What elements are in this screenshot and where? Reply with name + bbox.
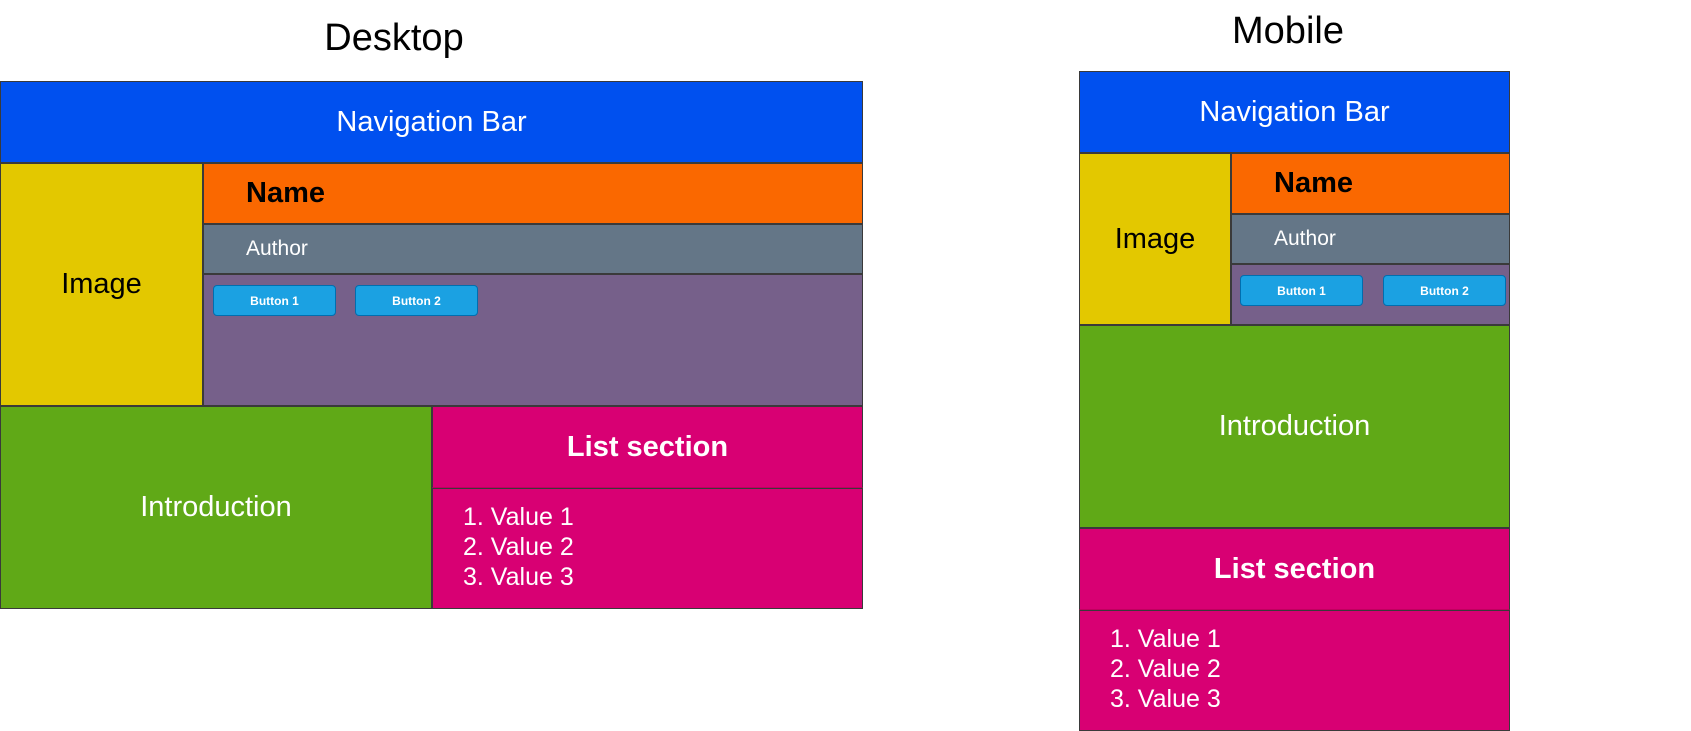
desktop-list-body — [432, 488, 863, 609]
mobile-image-block: Image — [1079, 153, 1231, 325]
desktop-introduction-block: Introduction — [0, 406, 432, 609]
desktop-value-list: 1. Value 1 2. Value 2 3. Value 3 — [463, 502, 574, 592]
mobile-author-bar: Author — [1231, 214, 1510, 264]
desktop-list-item: 1. Value 1 — [463, 503, 574, 531]
mobile-name-label: Name — [1274, 167, 1353, 199]
mobile-list-body — [1079, 610, 1510, 731]
mobile-author-label: Author — [1274, 227, 1336, 250]
desktop-name-bar: Name — [203, 163, 863, 224]
mobile-name-bar: Name — [1231, 153, 1510, 214]
desktop-name-label: Name — [246, 177, 325, 209]
mobile-introduction-block: Introduction — [1079, 325, 1510, 528]
mobile-list-item: 2. Value 2 — [1110, 655, 1221, 683]
mobile-button-2[interactable]: Button 2 — [1383, 275, 1506, 306]
desktop-list-item: 3. Value 3 — [463, 563, 574, 591]
mobile-nav-bar: Navigation Bar — [1079, 71, 1510, 153]
desktop-author-label: Author — [246, 237, 308, 260]
desktop-list-item: 2. Value 2 — [463, 533, 574, 561]
mobile-value-list: 1. Value 1 2. Value 2 3. Value 3 — [1110, 624, 1221, 714]
mobile-heading: Mobile — [1232, 10, 1344, 52]
mobile-button-1[interactable]: Button 1 — [1240, 275, 1363, 306]
desktop-author-bar: Author — [203, 224, 863, 274]
desktop-image-block: Image — [0, 163, 203, 406]
mobile-list-item: 1. Value 1 — [1110, 625, 1221, 653]
mobile-list-item: 3. Value 3 — [1110, 685, 1221, 713]
desktop-button-1[interactable]: Button 1 — [213, 285, 336, 316]
mobile-list-title: List section — [1079, 528, 1510, 610]
desktop-list-title: List section — [432, 406, 863, 488]
desktop-button-2[interactable]: Button 2 — [355, 285, 478, 316]
desktop-nav-bar: Navigation Bar — [0, 81, 863, 163]
desktop-heading: Desktop — [324, 17, 464, 59]
